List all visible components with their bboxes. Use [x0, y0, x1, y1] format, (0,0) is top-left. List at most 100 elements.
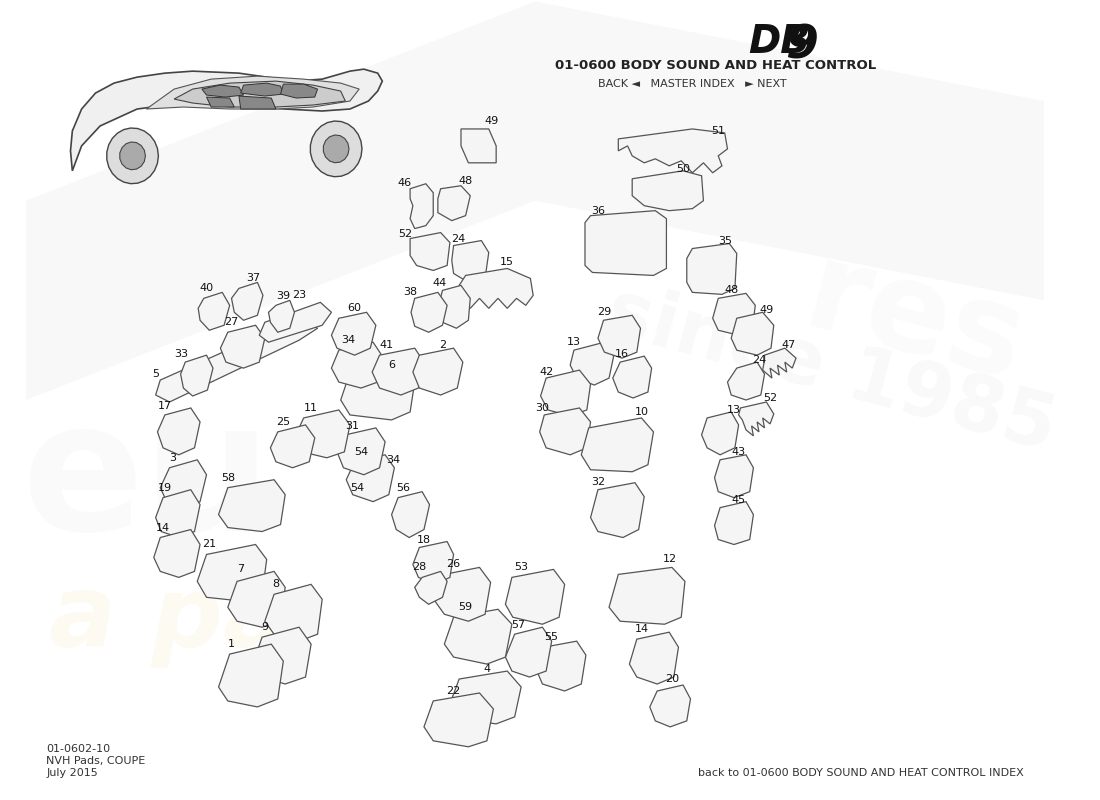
Polygon shape [613, 356, 651, 398]
Text: 25: 25 [276, 417, 290, 427]
Text: 40: 40 [199, 283, 213, 294]
Text: 29: 29 [597, 307, 612, 318]
Polygon shape [727, 362, 764, 400]
Text: 56: 56 [397, 482, 410, 493]
Polygon shape [505, 627, 552, 677]
Text: 12: 12 [663, 554, 678, 565]
Polygon shape [220, 326, 265, 368]
Polygon shape [265, 584, 322, 641]
Polygon shape [450, 671, 521, 724]
Polygon shape [713, 294, 756, 335]
Polygon shape [505, 570, 564, 624]
Text: 01-0602-10: 01-0602-10 [46, 744, 111, 754]
Polygon shape [392, 492, 429, 538]
Polygon shape [459, 269, 534, 308]
Polygon shape [732, 312, 773, 355]
Text: 50: 50 [676, 164, 690, 174]
Text: eu: eu [21, 392, 272, 568]
Text: 9: 9 [785, 23, 817, 68]
Polygon shape [155, 490, 200, 538]
Polygon shape [540, 370, 591, 416]
Polygon shape [161, 460, 207, 508]
Polygon shape [107, 128, 158, 184]
Polygon shape [120, 142, 145, 170]
Polygon shape [438, 286, 471, 328]
Polygon shape [436, 567, 491, 622]
Text: 14: 14 [635, 624, 649, 634]
Polygon shape [174, 81, 345, 107]
Text: 18: 18 [417, 534, 431, 545]
Text: 6: 6 [388, 360, 395, 370]
Text: 55: 55 [544, 632, 559, 642]
Text: 10: 10 [635, 407, 648, 417]
Polygon shape [26, 2, 1044, 400]
Text: 24: 24 [451, 234, 465, 243]
Polygon shape [70, 69, 383, 170]
Polygon shape [372, 348, 424, 395]
Text: 57: 57 [512, 620, 526, 630]
Text: 9: 9 [262, 622, 268, 632]
Polygon shape [410, 233, 450, 270]
Polygon shape [702, 412, 738, 455]
Polygon shape [331, 312, 376, 355]
Polygon shape [715, 502, 754, 545]
Text: 54: 54 [350, 482, 364, 493]
Text: 49: 49 [484, 116, 498, 126]
Polygon shape [629, 632, 679, 684]
Polygon shape [537, 641, 586, 691]
Text: 01-0600 BODY SOUND AND HEAT CONTROL: 01-0600 BODY SOUND AND HEAT CONTROL [554, 59, 876, 72]
Polygon shape [310, 121, 362, 177]
Text: 34: 34 [386, 454, 400, 465]
Text: 7: 7 [238, 565, 244, 574]
Polygon shape [411, 292, 447, 332]
Text: a pa: a pa [48, 570, 290, 668]
Polygon shape [207, 97, 234, 107]
Text: 54: 54 [354, 447, 368, 457]
Text: 51: 51 [712, 126, 725, 136]
Text: 1: 1 [228, 639, 235, 649]
Text: 47: 47 [781, 340, 795, 350]
Polygon shape [219, 644, 284, 707]
Polygon shape [581, 418, 653, 472]
Text: 52: 52 [763, 393, 777, 403]
Text: 44: 44 [432, 278, 447, 289]
Text: 48: 48 [724, 286, 738, 295]
Text: 30: 30 [536, 403, 549, 413]
Text: 32: 32 [591, 477, 605, 486]
Text: 15: 15 [500, 258, 515, 267]
Text: DB: DB [748, 23, 810, 62]
Polygon shape [415, 571, 447, 604]
Text: 49: 49 [759, 306, 773, 315]
Polygon shape [295, 410, 350, 458]
Text: 16: 16 [615, 349, 629, 359]
Polygon shape [762, 348, 796, 378]
Polygon shape [268, 300, 295, 332]
Text: NVH Pads, COUPE: NVH Pads, COUPE [46, 756, 145, 766]
Polygon shape [686, 243, 737, 294]
Text: 38: 38 [403, 287, 417, 298]
Text: 19: 19 [157, 482, 172, 493]
Text: res: res [792, 234, 1036, 407]
Text: 24: 24 [751, 355, 766, 365]
Text: 43: 43 [732, 447, 746, 457]
Polygon shape [715, 455, 754, 498]
Text: 13: 13 [727, 405, 741, 415]
Text: 5: 5 [152, 369, 160, 379]
Text: 37: 37 [245, 274, 260, 283]
Text: BACK ◄   MASTER INDEX   ► NEXT: BACK ◄ MASTER INDEX ► NEXT [598, 79, 786, 89]
Text: 27: 27 [224, 318, 239, 327]
Polygon shape [280, 84, 318, 98]
Polygon shape [157, 408, 200, 455]
Text: 17: 17 [157, 401, 172, 411]
Text: 45: 45 [732, 494, 746, 505]
Polygon shape [346, 455, 395, 502]
Text: 4: 4 [483, 664, 491, 674]
Polygon shape [609, 567, 685, 624]
Polygon shape [618, 129, 727, 173]
Text: 11: 11 [304, 403, 318, 413]
Text: 3: 3 [168, 453, 176, 462]
Polygon shape [444, 610, 512, 664]
Text: 34: 34 [341, 335, 355, 346]
Polygon shape [146, 76, 360, 109]
Polygon shape [461, 129, 496, 163]
